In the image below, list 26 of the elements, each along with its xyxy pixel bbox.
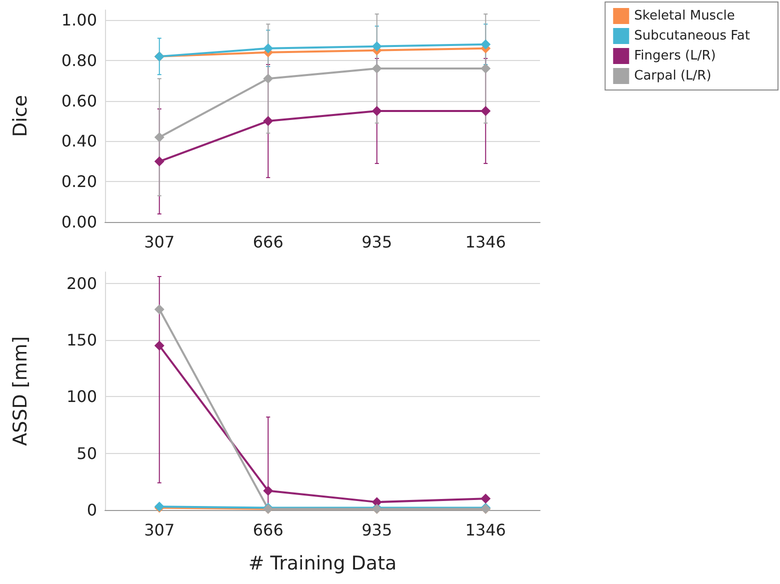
y-tick-label: 0.80 xyxy=(61,50,97,70)
y-tick-label: 0.00 xyxy=(61,212,97,232)
legend-label: Carpal (L/R) xyxy=(634,68,712,84)
x-tick-label: 666 xyxy=(252,520,284,540)
x-tick-label: 307 xyxy=(144,520,175,540)
y-axis-title: ASSD [mm] xyxy=(10,336,32,446)
y-tick-label: 100 xyxy=(66,387,97,406)
y-tick-label: 0.20 xyxy=(61,172,97,192)
legend-label: Skeletal Muscle xyxy=(634,8,735,24)
x-tick-label: 1346 xyxy=(465,520,506,540)
x-tick-label: 666 xyxy=(252,232,284,252)
x-tick-label: 1346 xyxy=(465,232,506,252)
y-tick-label: 1.00 xyxy=(61,10,97,30)
x-tick-label: 935 xyxy=(362,232,392,252)
y-tick-label: 0 xyxy=(86,500,97,520)
x-tick-label: 935 xyxy=(362,520,392,540)
legend-label: Fingers (L/R) xyxy=(634,48,716,64)
legend-label: Subcutaneous Fat xyxy=(634,28,750,44)
y-axis-title: Dice xyxy=(10,94,32,138)
x-tick-label: 307 xyxy=(144,232,175,252)
y-tick-label: 0.40 xyxy=(61,132,97,151)
y-tick-label: 150 xyxy=(66,330,97,350)
x-axis-title: # Training Data xyxy=(248,552,397,574)
y-tick-label: 50 xyxy=(76,444,97,463)
y-tick-label: 200 xyxy=(66,274,97,293)
y-tick-label: 0.60 xyxy=(61,91,97,110)
